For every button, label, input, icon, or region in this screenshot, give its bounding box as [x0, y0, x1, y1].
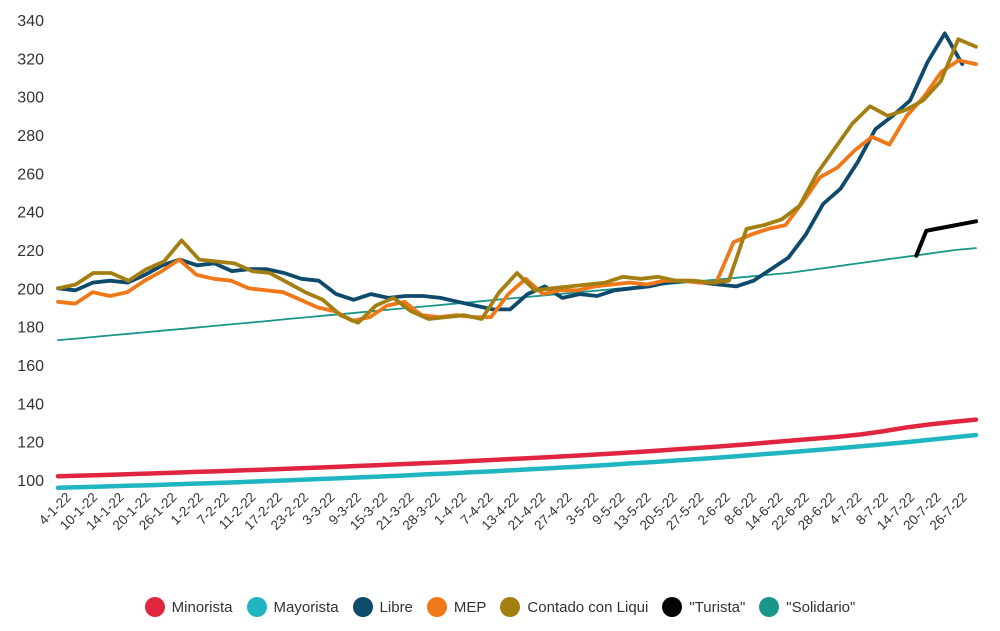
y-tick-label: 160 [17, 358, 44, 375]
y-tick-label: 100 [17, 473, 44, 490]
series-line-minorista [55, 417, 979, 479]
legend-label: Minorista [171, 598, 233, 616]
legend-swatch [246, 597, 267, 617]
y-tick-label: 340 [17, 13, 44, 30]
x-axis: 4-1-2210-1-2214-1-2220-1-2226-1-221-2-22… [36, 490, 970, 534]
series-line-contado-con-liqui [56, 37, 978, 325]
y-tick-label: 180 [17, 320, 44, 337]
chart-plot: 100120140160180200220240260280300320340 … [17, 13, 979, 534]
y-tick-label: 280 [17, 128, 44, 145]
y-tick-label: 320 [17, 51, 44, 68]
chart-legend: Minorista Mayorista Libre MEP Contado con Li… [0, 590, 1000, 624]
series-line-mayorista [55, 432, 979, 490]
y-tick-label: 120 [17, 435, 44, 452]
legend-item: Minorista [144, 597, 233, 617]
legend-label: Contado con Liqui [527, 598, 649, 616]
series-line-solidario [57, 247, 977, 342]
y-tick-label: 220 [17, 243, 44, 260]
legend-item: Mayorista [246, 597, 339, 617]
y-tick-label: 260 [17, 166, 44, 183]
legend-label: MEP [453, 598, 487, 616]
y-tick-label: 300 [17, 90, 44, 107]
legend-item: "Solidario" [759, 597, 855, 617]
y-tick-label: 140 [17, 396, 44, 413]
y-tick-label: 240 [17, 205, 44, 222]
series-line-mep [56, 58, 978, 323]
chart-series-group [55, 31, 979, 490]
legend-swatch [759, 597, 780, 617]
legend-swatch [352, 597, 373, 617]
legend-swatch [426, 597, 447, 617]
legend-item: "Turista" [662, 597, 745, 617]
series-line-libre [56, 31, 965, 312]
legend-item: Libre [352, 597, 413, 617]
y-tick-label: 200 [17, 281, 44, 298]
legend-swatch [500, 597, 521, 617]
legend-label: Libre [379, 598, 413, 616]
legend-item: Contado con Liqui [500, 597, 648, 617]
legend-label: "Turista" [689, 598, 746, 616]
series-line-turista [914, 219, 978, 258]
y-axis: 100 120 140 160 180 200 220 240 260 280 300 320 340 [17, 13, 44, 490]
legend-item: MEP [426, 597, 487, 617]
legend-swatch [144, 597, 165, 617]
legend-swatch [662, 597, 683, 617]
legend-label: Mayorista [273, 598, 339, 616]
legend-label: "Solidario" [786, 598, 856, 616]
